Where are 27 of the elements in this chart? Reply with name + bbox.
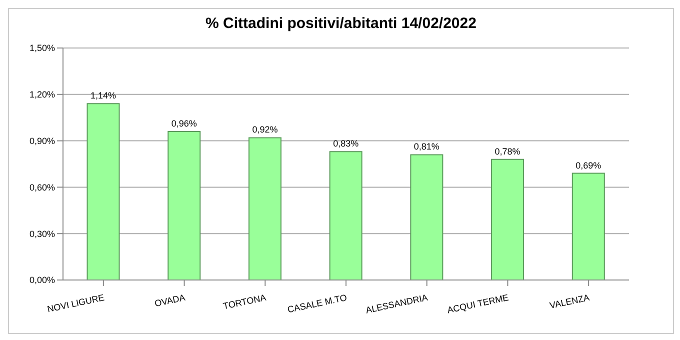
data-label: 1,14% [90, 90, 116, 101]
bar [572, 172, 605, 280]
bar [491, 158, 524, 280]
x-tick-label: ACQUI TERME [446, 292, 510, 316]
bar [168, 131, 201, 280]
data-label: 0,78% [494, 146, 520, 156]
bar [329, 151, 362, 280]
data-label: 0,69% [576, 160, 602, 170]
y-tick-label: 1,20% [29, 90, 55, 100]
bar [86, 103, 120, 280]
y-tick-label: 0,90% [29, 136, 55, 146]
x-tick-label: VALENZA [548, 292, 590, 311]
x-tick-label: OVADA [154, 292, 186, 309]
y-tick-label: 1,50% [29, 43, 55, 54]
bar [248, 137, 282, 280]
y-tick-label: 0,60% [29, 182, 55, 192]
x-tick-label: NOVI LIGURE [46, 292, 106, 314]
bar [410, 154, 444, 280]
data-label: 0,92% [252, 124, 278, 135]
data-label: 0,96% [171, 118, 197, 129]
data-label: 0,81% [414, 142, 440, 152]
x-tick-label: TORTONA [222, 292, 267, 312]
x-tick-label: CASALE M.TO [286, 292, 348, 315]
y-tick-label: 0,30% [29, 228, 55, 239]
chart-title: % Cittadini positivi/abitanti 14/02/2022 [204, 15, 478, 32]
y-tick-label: 0,00% [29, 275, 55, 286]
data-label: 0,83% [333, 138, 359, 149]
